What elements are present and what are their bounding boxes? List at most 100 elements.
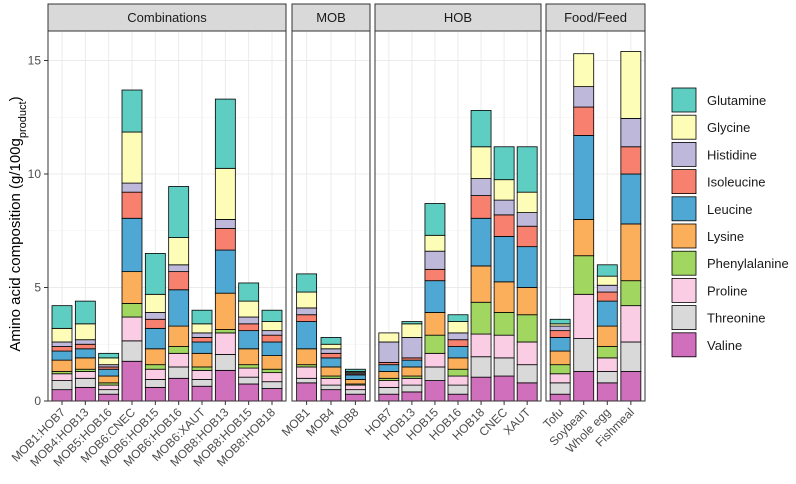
legend-label-isoleucine: Isoleucine — [707, 175, 766, 190]
segment-mob6-hob15-phenylalanine — [144, 364, 166, 370]
panel-strip-title: MOB — [316, 10, 346, 25]
legend-item-leucine: Leucine — [671, 196, 753, 222]
bar-mob5-hob16 — [98, 352, 120, 402]
segment-mob6-xaut-lysine — [191, 352, 213, 368]
segment-mob6-cnec-isoleucine — [121, 191, 143, 219]
panel-strip — [47, 3, 287, 32]
bar-hob15 — [424, 203, 446, 402]
segment-mob6-hob15-threonine — [144, 379, 166, 388]
segment-mob8-lysine — [344, 379, 366, 385]
x-tick-label-xaut: XAUT — [501, 405, 534, 438]
legend-swatch-valine — [671, 332, 697, 358]
segment-mob6-cnec-glutamine — [121, 89, 143, 133]
segment-tofu-lysine — [549, 350, 571, 366]
segment-mob4-hob13-glutamine — [74, 300, 96, 325]
segment-cnec-glycine — [493, 179, 515, 201]
segment-xaut-phenylalanine — [516, 314, 538, 343]
segment-mob8-hob18-leucine — [261, 341, 283, 357]
segment-mob8-hob15-threonine — [238, 376, 260, 385]
segment-mob6-xaut-leucine — [191, 341, 213, 354]
segment-mob5-hob16-proline — [98, 384, 120, 391]
segment-hob16-histidine — [447, 332, 469, 341]
segment-mob8-threonine — [344, 389, 366, 395]
segment-hob16-proline — [447, 375, 469, 386]
y-axis-title-close: ) — [7, 96, 24, 101]
segment-mob6-cnec-valine — [121, 360, 143, 402]
facet-panels: CombinationsMOB1:HOB7MOB4:HOB13MOB5:HOB1… — [9, 3, 646, 469]
segment-fishmeal-valine — [620, 371, 642, 402]
segment-hob16-isoleucine — [447, 339, 469, 347]
segment-mob4-hob13-histidine — [74, 339, 96, 345]
bar-mob4-hob13 — [74, 300, 96, 402]
segment-mob5-hob16-glycine — [98, 357, 120, 366]
segment-mob5-hob16-lysine — [98, 375, 120, 384]
segment-tofu-phenylalanine — [549, 364, 571, 375]
segment-hob7-glycine — [378, 332, 400, 343]
segment-hob18-leucine — [470, 217, 492, 267]
segment-mob1-hob7-leucine — [51, 350, 73, 361]
segment-hob16-valine — [447, 393, 469, 402]
segment-tofu-glutamine — [549, 318, 571, 325]
segment-hob16-threonine — [447, 384, 469, 395]
segment-mob8-hob15-valine — [238, 383, 260, 402]
segment-hob13-valine — [401, 391, 423, 402]
segment-mob4-histidine — [320, 348, 342, 354]
segment-mob4-hob13-valine — [74, 386, 96, 402]
legend-swatch-lysine — [671, 223, 697, 249]
legend-swatch-isoleucine — [671, 169, 697, 195]
segment-xaut-glycine — [516, 191, 538, 213]
segment-hob7-lysine — [378, 371, 400, 379]
segment-hob18-phenylalanine — [470, 301, 492, 335]
bar-whole-egg — [596, 264, 618, 402]
legend-item-threonine: Threonine — [671, 305, 766, 331]
segment-mob8-hob15-proline — [238, 367, 260, 378]
legend-item-histidine: Histidine — [671, 141, 757, 167]
segment-soybean-proline — [573, 293, 595, 339]
segment-cnec-proline — [493, 334, 515, 359]
segment-mob8-hob15-lysine — [238, 348, 260, 366]
segment-hob15-leucine — [424, 280, 446, 313]
segment-mob8-hob18-proline — [261, 372, 283, 383]
legend-swatch-glutamine — [671, 87, 697, 113]
segment-cnec-histidine — [493, 199, 515, 216]
bar-mob6-xaut — [191, 309, 213, 402]
y-tick-label-10: 10 — [28, 167, 42, 181]
legend-label-glycine: Glycine — [707, 120, 750, 135]
segment-mob6-hob16-phenylalanine — [168, 346, 190, 354]
segment-hob13-lysine — [401, 366, 423, 377]
segment-hob18-glycine — [470, 146, 492, 179]
legend-swatch-phenylalanine — [671, 250, 697, 276]
segment-mob4-glycine — [320, 343, 342, 350]
segment-cnec-threonine — [493, 357, 515, 377]
segment-hob7-histidine — [378, 341, 400, 363]
segment-tofu-proline — [549, 373, 571, 384]
segment-fishmeal-proline — [620, 305, 642, 343]
segment-whole-egg-glutamine — [596, 264, 618, 277]
segment-mob6-cnec-phenylalanine — [121, 302, 143, 318]
legend-label-phenylalanine: Phenylalanine — [707, 256, 789, 271]
segment-mob6-hob15-glycine — [144, 293, 166, 313]
segment-mob4-lysine — [320, 366, 342, 377]
legend-item-lysine: Lysine — [671, 223, 744, 249]
segment-hob18-proline — [470, 333, 492, 358]
segment-mob6-hob16-valine — [168, 377, 190, 402]
segment-soybean-leucine — [573, 135, 595, 220]
segment-mob4-hob13-threonine — [74, 377, 96, 388]
segment-mob8-hob15-histidine — [238, 316, 260, 325]
segment-mob4-glutamine — [320, 337, 342, 345]
segment-mob5-hob16-threonine — [98, 389, 120, 395]
segment-hob7-proline — [378, 380, 400, 388]
bar-mob8-hob15 — [238, 282, 260, 402]
segment-hob7-leucine — [378, 364, 400, 372]
y-axis-title: Amino acid composition (g/100gproduct) — [7, 96, 29, 351]
segment-mob8-hob15-isoleucine — [238, 323, 260, 332]
segment-mob8-hob18-threonine — [261, 381, 283, 389]
segment-cnec-valine — [493, 375, 515, 402]
legend-item-phenylalanine: Phenylalanine — [671, 250, 789, 276]
segment-hob18-isoleucine — [470, 195, 492, 219]
segment-xaut-histidine — [516, 212, 538, 227]
segment-hob13-threonine — [401, 384, 423, 393]
segment-mob6-hob15-lysine — [144, 348, 166, 366]
segment-mob8-hob13-lysine — [214, 292, 236, 330]
